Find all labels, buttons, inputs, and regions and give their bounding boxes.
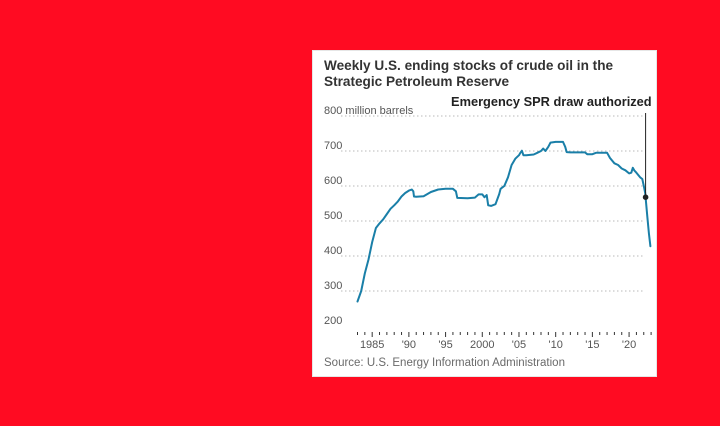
x-tick-label-2005: '05: [512, 339, 526, 351]
chart-card: Weekly U.S. ending stocks of crude oil i…: [312, 50, 657, 377]
x-tick-label-1990: '90: [402, 339, 416, 351]
y-tick-label-300: 300: [324, 280, 342, 292]
y-tick-label-700: 700: [324, 140, 342, 152]
x-tick-label-2020: '20: [622, 339, 636, 351]
x-tick-label-1995: '95: [438, 339, 452, 351]
annotation-label: Emergency SPR draw authorized: [451, 94, 652, 109]
y-tick-label-200: 200: [324, 315, 342, 327]
y-tick-label-600: 600: [324, 175, 342, 187]
x-tick-label-2010: '10: [549, 339, 563, 351]
y-tick-label-800: 800 million barrels: [324, 105, 414, 117]
chart-title: Weekly U.S. ending stocks of crude oil i…: [324, 58, 614, 89]
annotation-marker: [642, 194, 649, 200]
y-tick-label-400: 400: [324, 245, 342, 257]
x-tick-label-2015: '15: [585, 339, 599, 351]
y-tick-label-500: 500: [324, 210, 342, 222]
line-chart: 800 million barrels 700 600 500 400 300 200 198…: [324, 94, 652, 351]
x-tick-label-2000: 2000: [470, 339, 494, 351]
x-tick-label-1985: 1985: [360, 339, 384, 351]
series-line-0: [356, 140, 652, 303]
chart-source: Source: U.S. Energy Information Administ…: [324, 357, 565, 369]
